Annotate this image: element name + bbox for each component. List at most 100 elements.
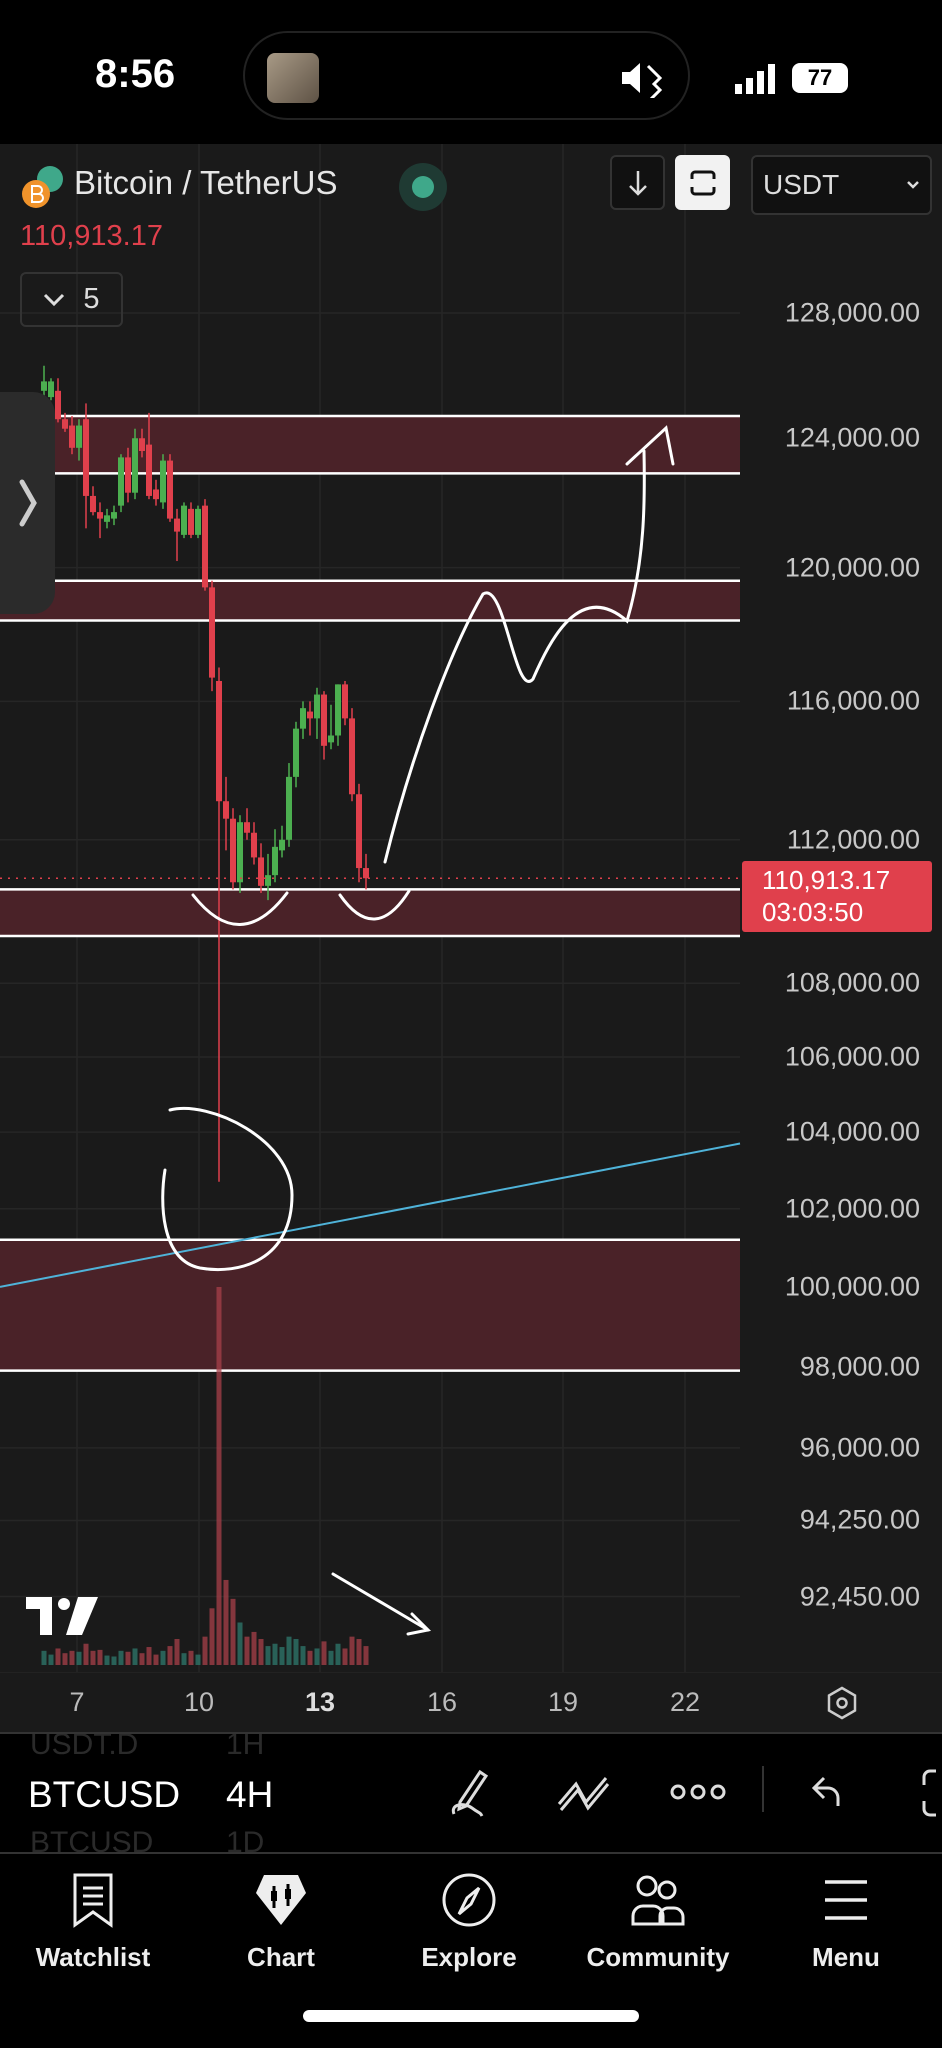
candle-body — [188, 508, 194, 535]
volume-bar — [146, 1647, 152, 1665]
download-button[interactable] — [610, 155, 665, 210]
nav-label: Watchlist — [35, 1942, 151, 1972]
candle-body — [272, 846, 278, 876]
volume-bar — [97, 1649, 103, 1665]
volume-bar — [293, 1639, 299, 1665]
home-indicator[interactable] — [303, 2010, 639, 2022]
volume-bar — [132, 1648, 138, 1665]
drawing-tools-icon[interactable] — [556, 1774, 612, 1814]
side-drawer-handle[interactable] — [0, 392, 55, 614]
clock: 8:56 — [95, 52, 176, 96]
candle-body — [83, 419, 89, 496]
symbol-title[interactable]: Bitcoin / TetherUS — [74, 164, 338, 201]
candle-body — [104, 515, 110, 522]
volume-bar — [272, 1643, 278, 1665]
candle-body — [286, 776, 292, 840]
symbol-picker-next[interactable]: BTCUSD — [30, 1826, 154, 1854]
bottom-toolbar: USDT.D 1H BTCUSD 4H BTCUSD 1D — [0, 1732, 942, 1854]
trendline — [0, 1142, 741, 1288]
candle-body — [321, 694, 327, 746]
price-chart[interactable] — [0, 144, 942, 1672]
candle-body — [237, 822, 243, 883]
undo-icon[interactable] — [810, 1774, 846, 1810]
candle-body — [335, 684, 341, 736]
volume-bar — [300, 1646, 306, 1665]
candle-body — [328, 735, 334, 743]
nav-explore[interactable]: Explore — [394, 1872, 544, 1973]
market-open-indicator — [399, 163, 447, 211]
candle-body — [111, 512, 117, 519]
chart-settings-icon[interactable] — [824, 1685, 860, 1721]
volume-bar — [139, 1653, 145, 1665]
candle-body — [349, 718, 355, 795]
candle-body — [209, 587, 215, 678]
volume-bar — [265, 1646, 271, 1665]
candle-body — [181, 505, 187, 535]
mute-icon — [622, 63, 663, 98]
volume-bar — [251, 1631, 257, 1665]
last-price: 110,913.17 — [20, 220, 163, 252]
timeframe-next[interactable]: 1D — [226, 1826, 265, 1854]
nav-watchlist[interactable]: Watchlist — [18, 1872, 168, 1973]
support-resistance-zone — [0, 889, 740, 937]
indicators-toggle[interactable]: 5 — [20, 272, 123, 327]
candle-body — [55, 390, 61, 420]
nav-label: Menu — [812, 1942, 880, 1972]
symbol-picker-prev[interactable]: USDT.D — [30, 1732, 139, 1761]
chart-area[interactable] — [0, 144, 942, 1732]
candle-body — [258, 857, 264, 886]
more-options-icon[interactable] — [670, 1782, 726, 1802]
candle-body — [41, 381, 47, 391]
signal-icon — [735, 64, 775, 94]
volume-bar — [328, 1650, 334, 1665]
fullscreen-icon — [690, 170, 715, 195]
nav-community[interactable]: Community — [583, 1872, 733, 1973]
volume-bar — [125, 1651, 131, 1665]
date-tick: 10 — [183, 1687, 215, 1717]
candle-body — [223, 801, 229, 819]
chart-candles-icon — [256, 1875, 306, 1925]
volume-bar — [90, 1650, 96, 1665]
candle-body — [153, 489, 159, 500]
status-bar: 8:56 77 — [0, 0, 942, 144]
date-axis[interactable]: 7 10 13 16 19 22 — [0, 1672, 942, 1732]
bar-countdown: 03:03:50 — [762, 897, 864, 927]
arrow-head-drawing — [625, 425, 675, 466]
candle-body — [76, 425, 82, 448]
candle-body — [314, 694, 320, 719]
symbol-picker[interactable]: BTCUSD — [28, 1774, 181, 1815]
candle-body — [342, 684, 348, 719]
candle-body — [356, 794, 362, 869]
candle-body — [279, 839, 285, 851]
now-playing-thumbnail — [267, 53, 319, 103]
nav-chart[interactable]: Chart — [206, 1872, 356, 1973]
volume-bar — [174, 1639, 180, 1665]
nav-label: Community — [586, 1942, 730, 1972]
currency-select[interactable]: USDT — [751, 155, 932, 215]
candle-body — [97, 512, 103, 519]
arrow-down-icon — [628, 170, 647, 196]
timeframe-prev[interactable]: 1H — [226, 1732, 265, 1761]
nav-menu[interactable]: Menu — [771, 1872, 921, 1973]
date-tick: 7 — [69, 1687, 85, 1717]
candle-body — [265, 875, 271, 886]
volume-bar — [48, 1654, 54, 1665]
dynamic-island[interactable] — [243, 31, 690, 120]
volume-bar — [286, 1636, 292, 1665]
toolbar-divider — [762, 1766, 764, 1812]
volume-bar — [258, 1639, 264, 1665]
candle-body — [216, 680, 222, 802]
fullscreen-button[interactable] — [675, 155, 730, 210]
volume-bar — [104, 1655, 110, 1665]
candle-body — [167, 460, 173, 519]
circle-drawing — [161, 1107, 294, 1272]
volume-bar — [167, 1646, 173, 1665]
timeframe-picker[interactable]: 4H — [226, 1774, 274, 1815]
candle-body — [195, 508, 201, 535]
brush-draw-icon[interactable] — [446, 1768, 496, 1820]
candle-body — [118, 457, 124, 506]
fullscreen-toggle-icon[interactable] — [916, 1768, 942, 1818]
volume-bar — [230, 1598, 236, 1665]
volume-bar — [41, 1650, 47, 1665]
candle-body — [132, 438, 138, 493]
